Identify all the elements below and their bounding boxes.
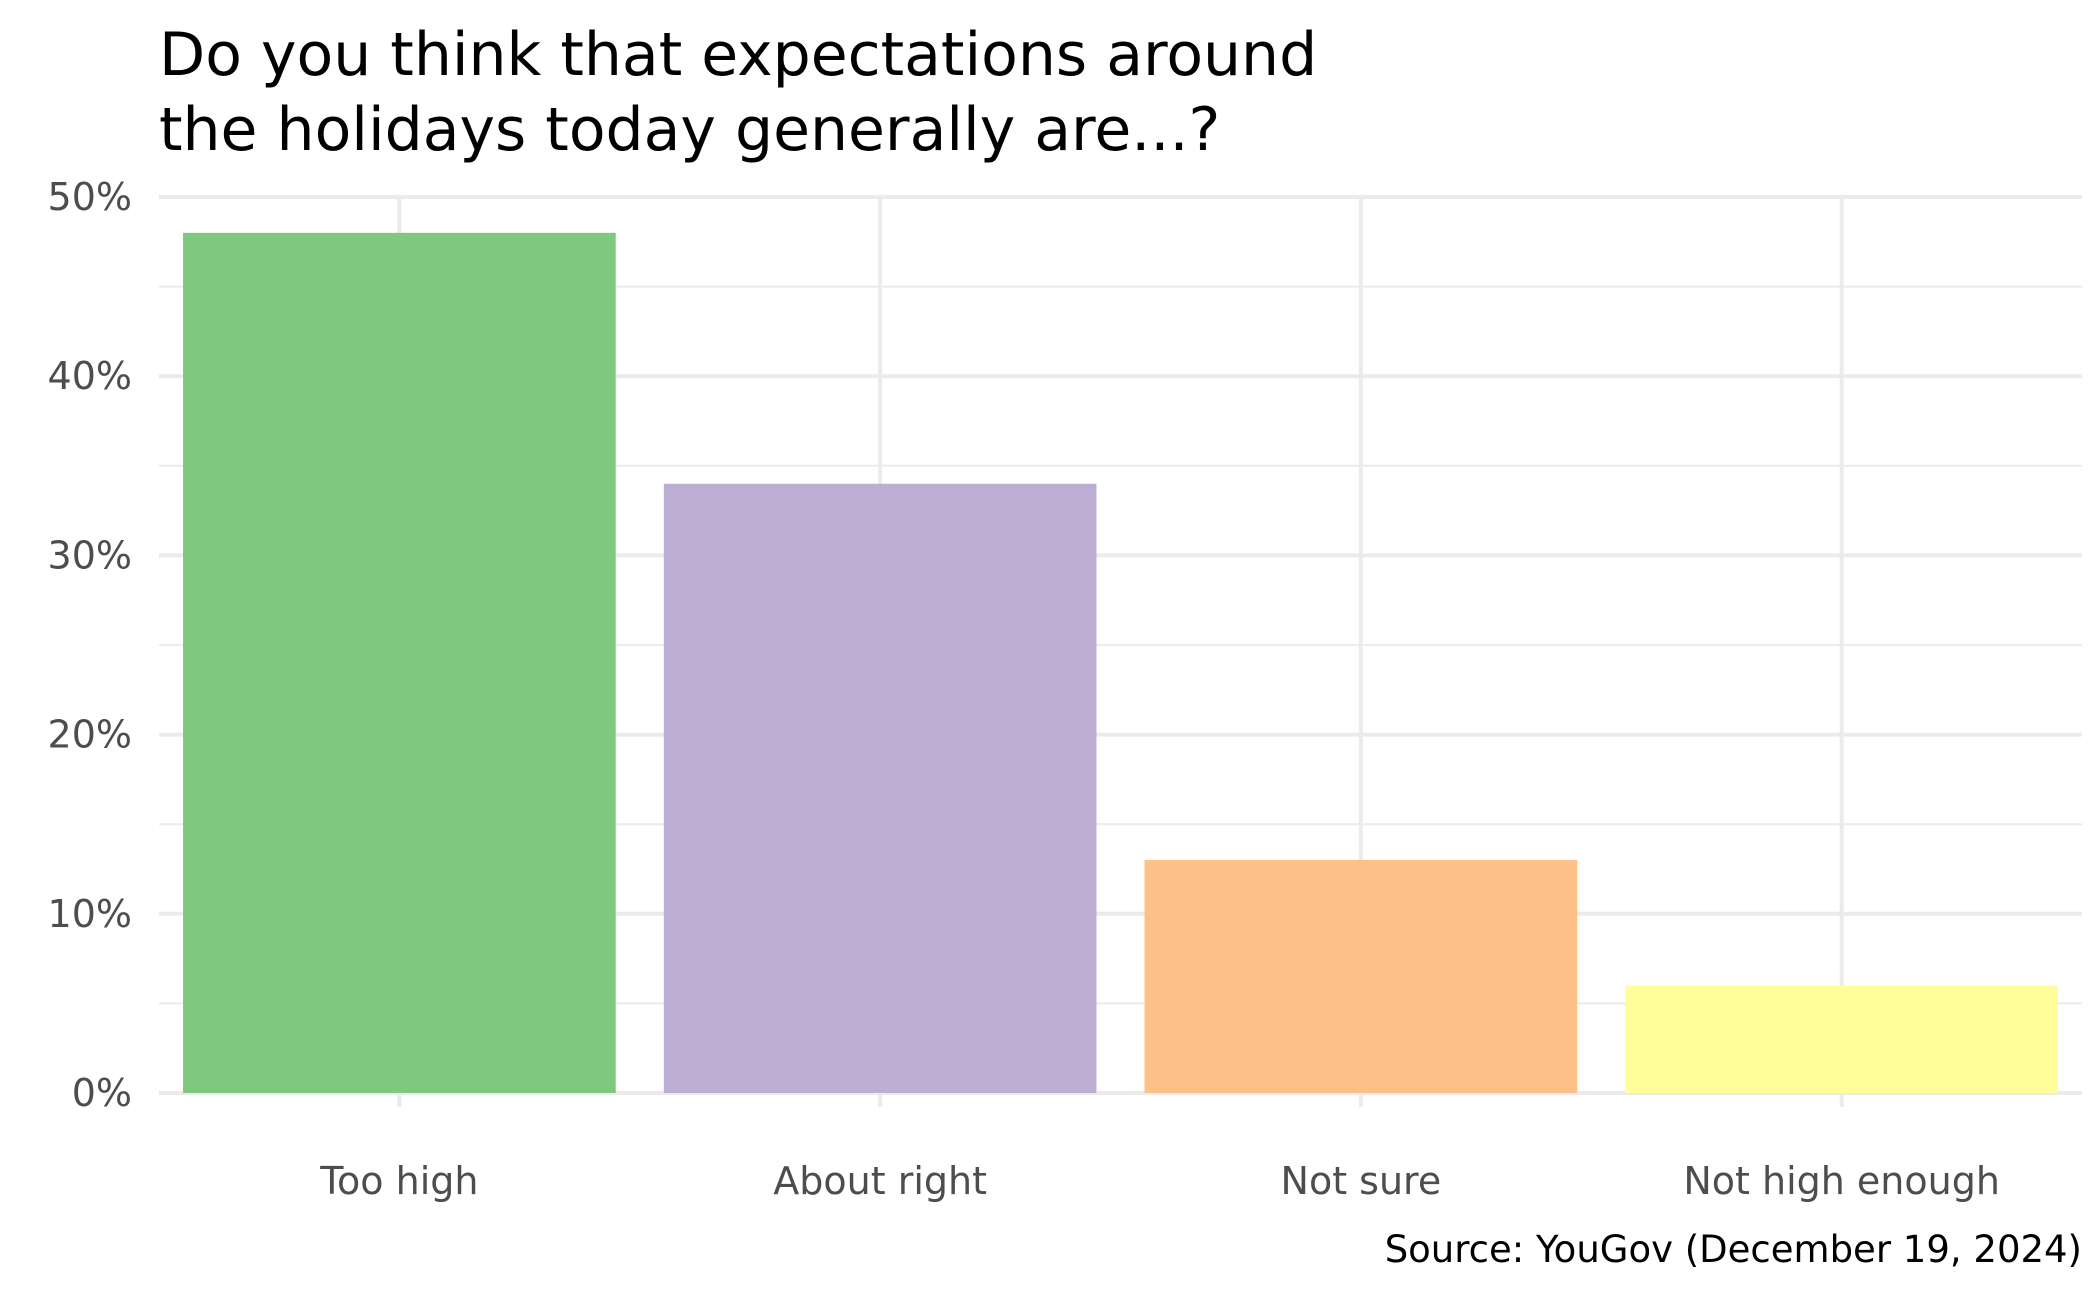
chart-title-line-1: Do you think that expectations around [159, 20, 1317, 90]
source-caption: Source: YouGov (December 19, 2024) [1385, 1228, 2082, 1271]
x-tick-label: Too high [319, 1159, 478, 1203]
x-tick-label: About right [773, 1159, 987, 1203]
bar-about-right [663, 483, 1097, 1094]
x-axis-ticks: Too high About right Not sure Not high enou… [319, 1159, 2000, 1203]
y-tick-label: 10% [48, 892, 132, 936]
y-tick-label: 0% [72, 1071, 132, 1115]
y-tick-label: 30% [48, 533, 132, 577]
y-tick-label: 50% [48, 175, 132, 219]
y-tick-label: 40% [48, 354, 132, 398]
y-tick-label: 20% [48, 713, 132, 757]
bar-not-high-enough [1625, 985, 2058, 1093]
x-tick-label: Not high enough [1683, 1159, 2000, 1203]
chart-title-line-2: the holidays today generally are...? [159, 95, 1220, 165]
bar-too-high [183, 232, 616, 1094]
bars [183, 232, 2058, 1094]
x-tick-label: Not sure [1281, 1159, 1442, 1203]
bar-not-sure [1144, 860, 1578, 1093]
y-axis-ticks: 0% 10% 20% 30% 40% 50% [48, 175, 132, 1115]
